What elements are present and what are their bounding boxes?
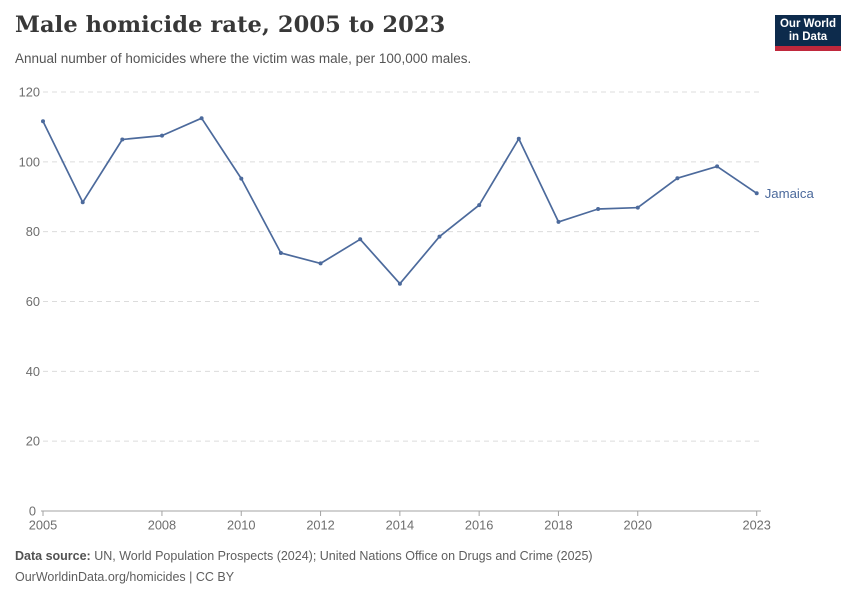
data-point-2016 (477, 203, 482, 208)
x-tick-label-2016: 2016 (465, 518, 493, 533)
data-point-2015 (437, 234, 442, 239)
x-tick-label-2014: 2014 (386, 518, 414, 533)
license-link[interactable]: OurWorldinData.org/homicides | CC BY (15, 570, 235, 584)
data-point-2007 (120, 137, 125, 142)
data-point-2005 (41, 119, 45, 124)
data-point-2023 (754, 191, 759, 196)
data-point-2021 (675, 176, 680, 181)
chart-subtitle: Annual number of homicides where the vic… (15, 51, 472, 66)
y-tick-label-20: 20 (26, 434, 40, 449)
data-point-2019 (596, 207, 601, 211)
data-point-2011 (278, 251, 283, 255)
data-point-2008 (160, 133, 164, 138)
data-point-2017 (516, 136, 521, 141)
data-point-2014 (397, 281, 402, 286)
y-tick-label-100: 100 (19, 154, 40, 169)
chart-footer: Data source: UN, World Population Prospe… (15, 546, 593, 588)
y-tick-label-60: 60 (26, 294, 40, 309)
page-title: Male homicide rate, 2005 to 2023 (15, 12, 446, 38)
data-point-2010 (239, 176, 244, 181)
data-source-text: UN, World Population Prospects (2024); U… (90, 549, 593, 563)
data-point-2020 (635, 205, 640, 210)
x-tick-label-2012: 2012 (306, 518, 334, 533)
y-tick-label-40: 40 (26, 364, 40, 379)
x-tick-label-2008: 2008 (148, 518, 176, 533)
owid-logo-line2: in Data (788, 30, 828, 43)
data-point-2006 (80, 200, 85, 205)
data-point-2009 (199, 116, 204, 121)
y-tick-label-80: 80 (26, 224, 40, 239)
x-tick-label-2010: 2010 (227, 518, 255, 533)
data-point-2013 (358, 237, 363, 242)
series-end-label: Jamaica (765, 186, 815, 201)
series-line-jamaica (42, 117, 758, 285)
y-tick-label-0: 0 (29, 504, 36, 519)
owid-logo: Our World in Data (775, 15, 841, 51)
owid-logo-line1: Our World (779, 17, 836, 30)
data-source-label: Data source: (15, 549, 91, 563)
data-point-2012 (318, 261, 323, 266)
data-point-2022 (715, 164, 720, 169)
y-tick-label-120: 120 (19, 85, 40, 100)
data-source-line: Data source: UN, World Population Prospe… (15, 546, 593, 567)
x-tick-label-2018: 2018 (544, 518, 572, 533)
x-tick-label-2023: 2023 (742, 518, 770, 533)
x-tick-label-2005: 2005 (29, 518, 57, 533)
x-tick-label-2020: 2020 (624, 518, 652, 533)
data-point-2018 (556, 219, 561, 224)
